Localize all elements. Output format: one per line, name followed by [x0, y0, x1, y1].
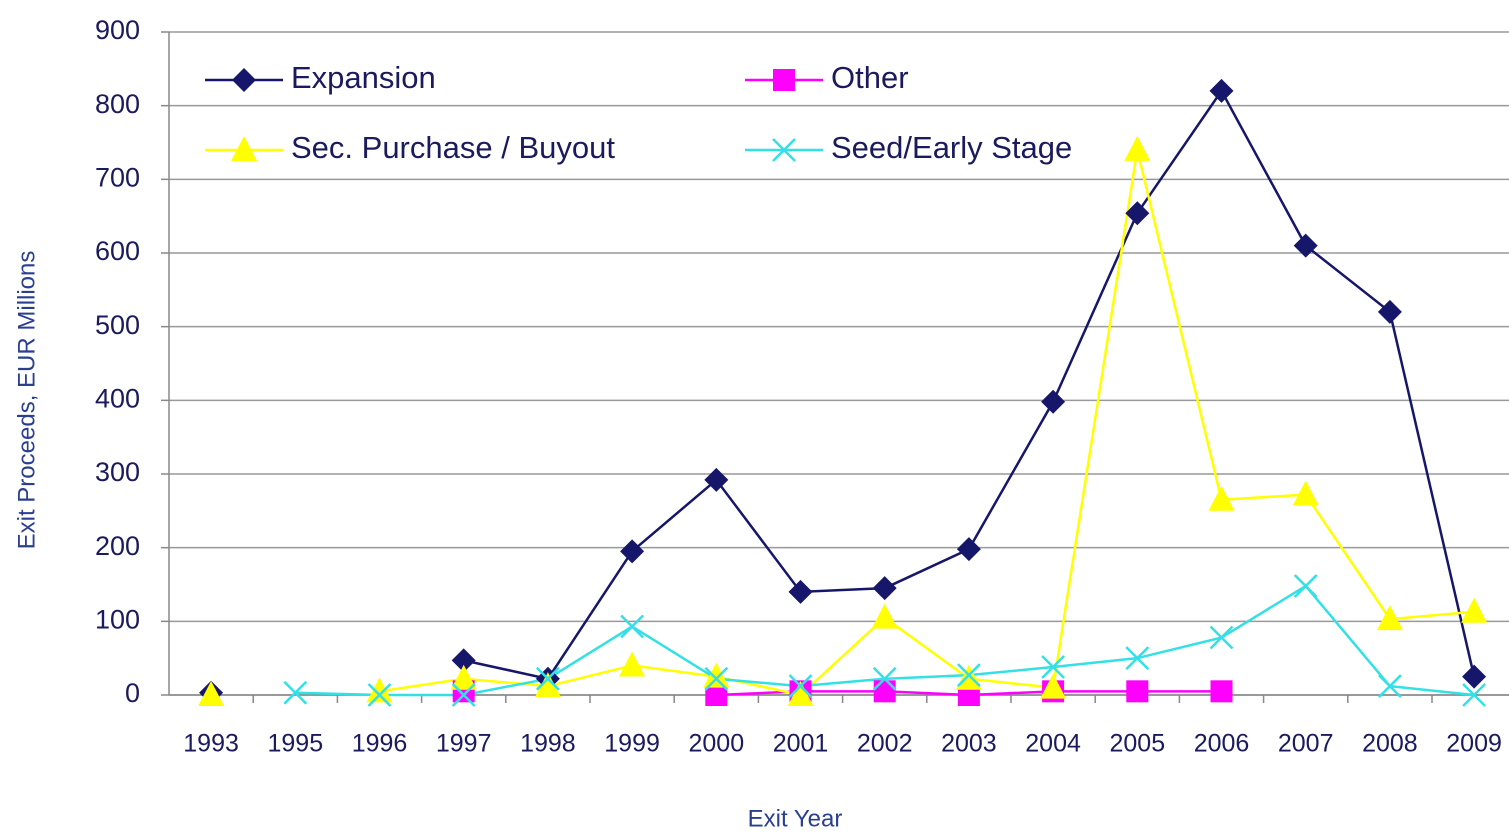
legend-label: Expansion	[291, 60, 436, 95]
x-tick-label: 2008	[1362, 730, 1418, 758]
data-point	[703, 662, 730, 688]
data-point	[1126, 680, 1149, 703]
data-point	[366, 677, 393, 703]
legend-marker	[772, 138, 796, 162]
x-tick-label: 2004	[1025, 730, 1081, 758]
data-point	[1210, 680, 1233, 703]
x-tick-label: 1993	[183, 730, 239, 758]
data-point	[619, 651, 646, 677]
data-point	[367, 683, 392, 707]
data-point	[957, 663, 981, 687]
y-tick-label: 100	[95, 604, 140, 634]
data-point	[1461, 597, 1488, 623]
y-tick-label: 900	[95, 15, 140, 45]
y-axis-label: Exit Proceeds, EUR Millions	[13, 251, 40, 550]
data-point	[1377, 299, 1402, 324]
data-point	[1293, 574, 1318, 598]
x-tick-label: 1999	[604, 730, 660, 758]
data-point	[536, 666, 560, 691]
legend-label: Sec. Purchase / Buyout	[291, 130, 615, 165]
data-point	[1041, 389, 1066, 414]
data-point	[787, 681, 814, 706]
x-tick-label: 2001	[773, 730, 829, 758]
x-tick-label: 2003	[941, 730, 997, 758]
data-point	[1125, 646, 1150, 671]
data-point	[788, 579, 813, 604]
y-tick-label: 0	[125, 678, 140, 708]
data-point	[1125, 201, 1150, 226]
data-point	[872, 666, 897, 691]
y-tick-label: 300	[95, 457, 140, 487]
legend-label: Other	[831, 60, 909, 95]
x-tick-label: 2006	[1194, 730, 1250, 758]
data-point	[704, 666, 729, 691]
x-axis-label: Exit Year	[748, 805, 843, 832]
data-point	[198, 681, 225, 706]
data-point	[1462, 664, 1487, 689]
data-point	[1292, 480, 1319, 506]
x-tick-label: 2002	[857, 730, 913, 758]
data-point	[788, 674, 813, 699]
y-tick-label: 800	[95, 89, 140, 119]
data-point	[1040, 673, 1067, 699]
x-tick-label: 2000	[688, 730, 744, 758]
x-tick-label: 1995	[267, 730, 323, 758]
x-tick-label: 1997	[436, 730, 492, 758]
legend-marker	[773, 69, 795, 91]
data-point	[283, 680, 308, 705]
y-tick-label: 700	[95, 162, 140, 192]
data-point	[955, 664, 982, 690]
data-point	[1209, 625, 1234, 650]
legend-label: Seed/Early Stage	[831, 130, 1072, 165]
x-tick-label: 1996	[352, 730, 408, 758]
data-point	[705, 684, 728, 706]
y-tick-label: 600	[95, 236, 140, 266]
data-point	[451, 648, 476, 673]
data-point	[450, 664, 477, 690]
data-point	[1293, 233, 1318, 258]
data-point	[704, 467, 729, 492]
data-point	[534, 672, 561, 698]
x-tick-label: 1998	[520, 730, 576, 758]
data-point	[872, 576, 897, 601]
data-point	[1378, 674, 1402, 699]
x-tick-label: 2009	[1446, 730, 1502, 758]
data-point	[1462, 683, 1486, 707]
legend-marker	[232, 68, 256, 92]
y-tick-label: 500	[95, 310, 140, 340]
data-point	[1124, 135, 1151, 161]
x-tick-label: 2005	[1109, 730, 1165, 758]
data-point	[1209, 78, 1234, 103]
series-line	[379, 149, 1475, 697]
data-point	[873, 680, 896, 703]
x-tick-label: 2007	[1278, 730, 1334, 758]
legend-marker	[231, 136, 257, 161]
data-point	[451, 683, 476, 707]
data-point	[620, 539, 645, 564]
data-point	[956, 537, 981, 562]
data-point	[620, 614, 644, 639]
data-point	[1376, 605, 1403, 631]
y-tick-label: 400	[95, 383, 140, 413]
data-point	[1041, 655, 1065, 679]
data-point	[871, 603, 898, 629]
y-tick-label: 200	[95, 531, 140, 561]
data-point	[1208, 485, 1235, 511]
